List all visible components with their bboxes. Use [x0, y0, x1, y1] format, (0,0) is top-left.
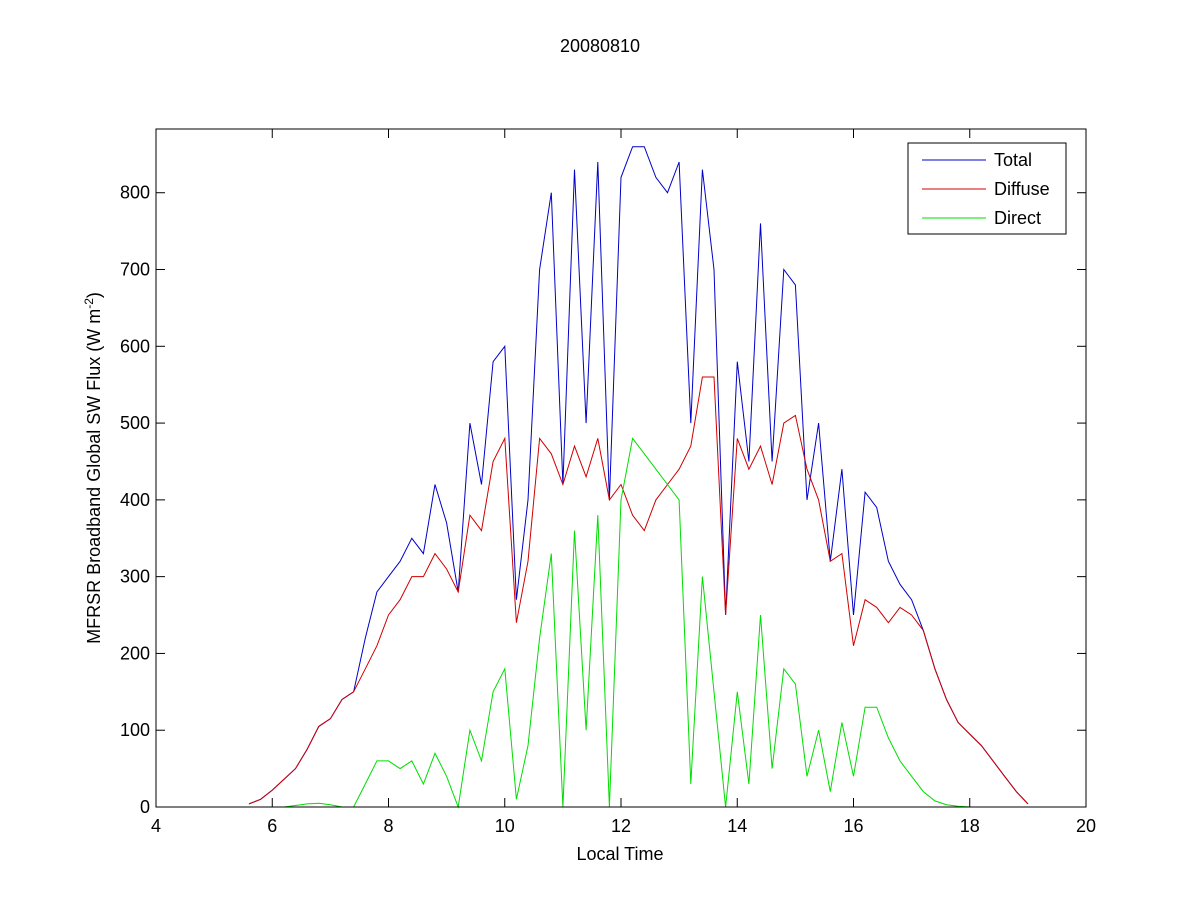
y-tick-label: 700	[120, 260, 150, 280]
legend-label: Total	[994, 150, 1032, 170]
x-tick-label: 14	[727, 816, 747, 836]
series-line	[248, 146, 1029, 805]
y-tick-label: 800	[120, 183, 150, 203]
y-tick-label: 500	[120, 413, 150, 433]
y-tick-label: 600	[120, 336, 150, 356]
y-tick-label: 400	[120, 490, 150, 510]
x-tick-label: 18	[960, 816, 980, 836]
x-tick-label: 8	[383, 816, 393, 836]
x-tick-label: 6	[267, 816, 277, 836]
y-label-sup: -2	[82, 298, 96, 309]
y-axis-label: MFRSR Broadband Global SW Flux (W m-2)	[82, 292, 104, 644]
y-tick-label: 300	[120, 567, 150, 587]
series-line	[249, 437, 1028, 809]
y-label-main: MFRSR Broadband Global SW Flux (W m	[84, 309, 104, 644]
series-line	[248, 376, 1029, 805]
x-tick-label: 16	[843, 816, 863, 836]
x-tick-label: 10	[495, 816, 515, 836]
legend-label: Direct	[994, 208, 1041, 228]
x-tick-label: 4	[151, 816, 161, 836]
x-tick-label: 20	[1076, 816, 1096, 836]
x-tick-label: 12	[611, 816, 631, 836]
x-axis-label: Local Time	[576, 844, 663, 864]
y-tick-label: 100	[120, 720, 150, 740]
chart-title: 20080810	[560, 36, 640, 56]
y-tick-label: 200	[120, 643, 150, 663]
plot-area	[156, 129, 1086, 807]
y-label-end: )	[84, 292, 104, 298]
legend-label: Diffuse	[994, 179, 1050, 199]
legend: Total Diffuse Direct	[907, 142, 1067, 235]
y-tick-label: 0	[140, 797, 150, 817]
